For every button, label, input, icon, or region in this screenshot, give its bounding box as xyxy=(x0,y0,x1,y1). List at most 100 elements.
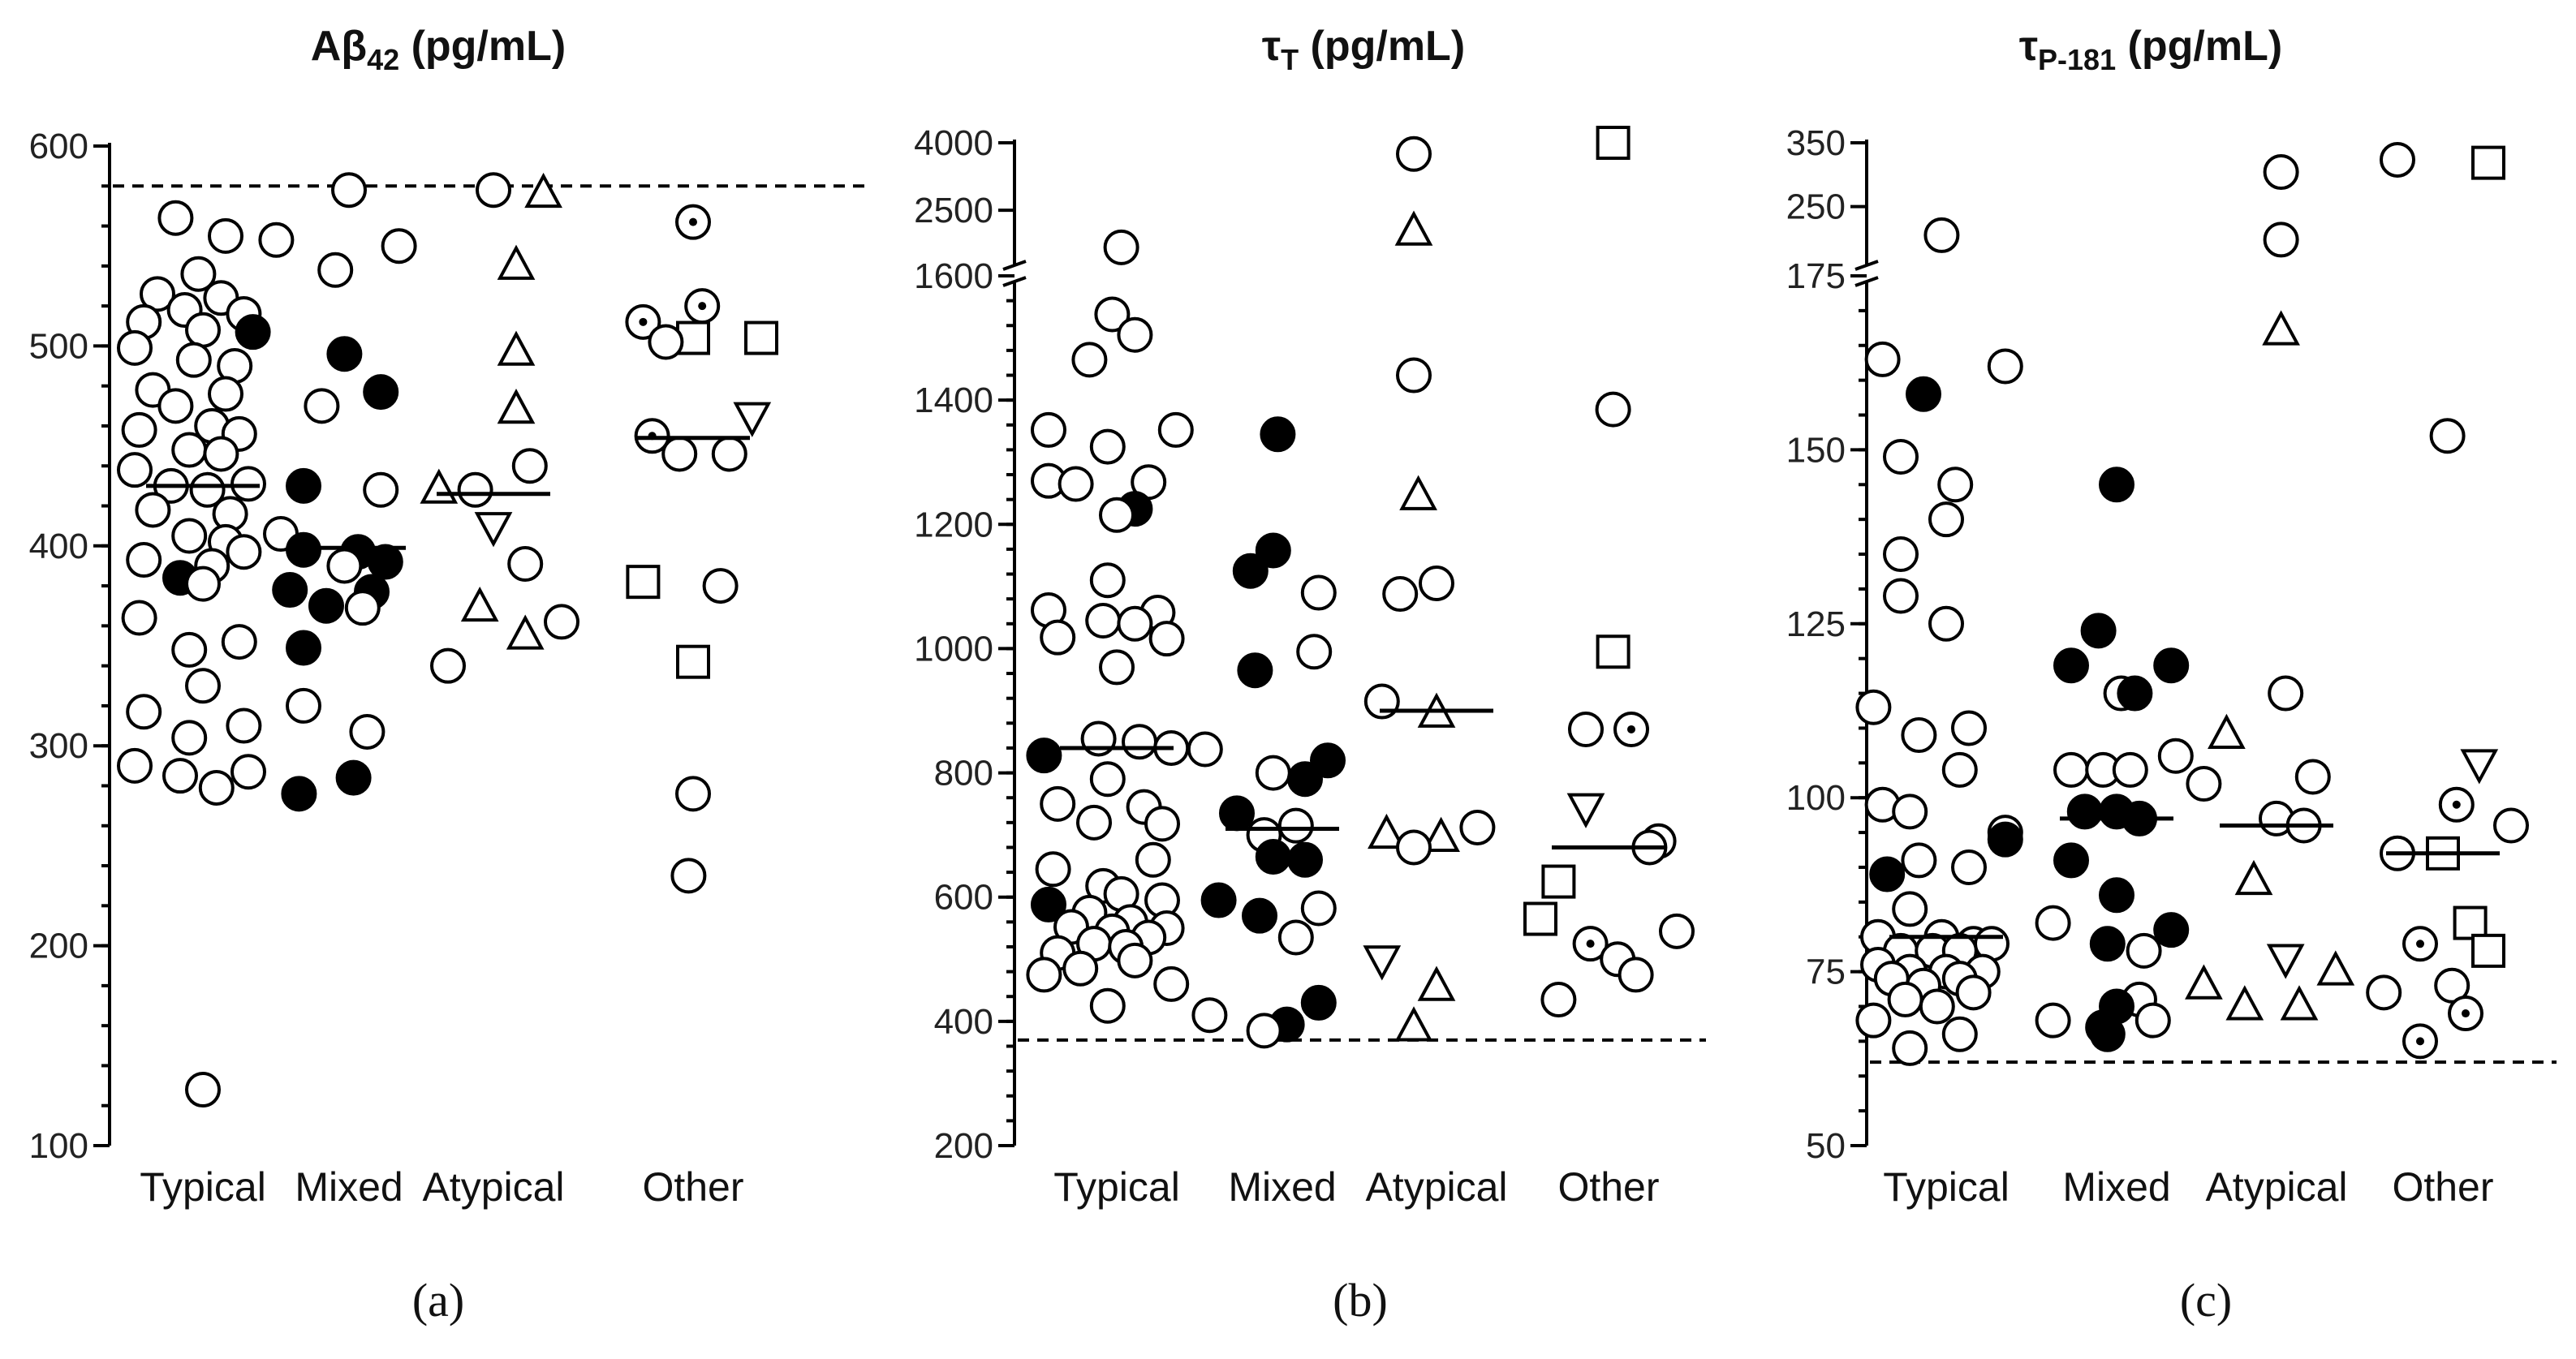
panel-b-title: τT (pg/mL) xyxy=(1262,23,1465,76)
category-label-typical: Typical xyxy=(140,1164,266,1210)
data-point-other xyxy=(670,858,707,894)
data-point-typical xyxy=(1071,342,1108,378)
data-point-typical xyxy=(1864,341,1901,377)
data-point-mixed xyxy=(2053,751,2089,788)
category-label-atypical: Atypical xyxy=(422,1164,564,1210)
data-point-typical xyxy=(203,436,239,472)
data-point-typical xyxy=(1892,1030,1928,1066)
panel-a-plot: 100 200 300 400 500 600 Typical Mixed Atypical Ot… xyxy=(29,127,867,1210)
data-point-atypical xyxy=(1363,683,1400,720)
y-tick-label: 200 xyxy=(29,927,88,966)
panel-c-title: τP-181 (pg/mL) xyxy=(2019,23,2282,76)
data-point-typical xyxy=(1941,751,1978,788)
data-point-typical xyxy=(226,534,262,570)
data-point-mixed xyxy=(281,776,317,812)
data-point-atypical xyxy=(2186,766,2222,802)
data-point-atypical xyxy=(1394,1006,1433,1042)
data-point-mixed xyxy=(1255,755,1291,791)
data-point-mixed xyxy=(1255,532,1291,569)
data-point-other-center xyxy=(2462,1009,2470,1018)
data-point-typical xyxy=(157,200,194,236)
data-point-other xyxy=(702,568,739,604)
data-point-other xyxy=(2380,141,2415,178)
data-point-other xyxy=(1523,901,1557,936)
data-point-mixed xyxy=(317,252,354,288)
data-point-typical xyxy=(1089,562,1126,599)
data-point-typical xyxy=(221,624,257,660)
data-point-other-center xyxy=(2416,940,2424,948)
data-point-other xyxy=(1568,711,1604,747)
data-point-mixed xyxy=(349,713,386,750)
data-point-typical xyxy=(171,432,208,468)
data-point-typical xyxy=(1080,720,1117,757)
y-tick-label: 1600 xyxy=(914,256,993,296)
y-tick-label: 4000 xyxy=(914,123,993,163)
data-point-typical xyxy=(1148,621,1185,657)
data-point-atypical xyxy=(2280,985,2319,1021)
data-point-mixed xyxy=(1232,553,1269,589)
data-point-typical xyxy=(235,314,271,351)
category-label-typical: Typical xyxy=(1053,1164,1180,1210)
data-point-typical xyxy=(1951,710,1987,746)
data-point-typical xyxy=(185,566,221,602)
data-point-other xyxy=(2429,418,2466,454)
y-tick-label: 150 xyxy=(1786,430,1846,470)
data-point-typical xyxy=(185,668,221,704)
data-point-mixed xyxy=(363,374,399,411)
data-point-typical xyxy=(175,342,212,378)
data-point-other-center xyxy=(1586,940,1595,948)
data-point-typical xyxy=(171,720,208,756)
data-point-atypical xyxy=(2263,154,2299,191)
data-point-atypical xyxy=(1399,475,1437,510)
data-point-atypical xyxy=(2316,950,2355,986)
data-point-mixed xyxy=(2099,877,2134,914)
category-label-mixed: Mixed xyxy=(1228,1164,1336,1210)
data-point-mixed xyxy=(286,630,321,666)
data-point-other xyxy=(2434,967,2470,1004)
data-point-mixed xyxy=(2053,647,2089,684)
data-point-typical xyxy=(1062,950,1099,987)
data-point-other xyxy=(1595,391,1631,428)
category-label-atypical: Atypical xyxy=(1365,1164,1507,1210)
data-point-atypical xyxy=(497,389,536,424)
data-point-other xyxy=(2366,974,2402,1011)
data-point-mixed xyxy=(2080,613,2117,649)
data-point-typical xyxy=(230,754,266,790)
data-point-other xyxy=(2453,905,2488,940)
data-point-typical xyxy=(157,388,194,424)
data-point-typical xyxy=(1040,785,1076,822)
data-point-typical xyxy=(1103,229,1139,265)
data-point-other xyxy=(661,436,698,472)
data-point-typical xyxy=(1099,649,1135,686)
data-point-mixed xyxy=(2112,751,2148,788)
y-tick-label: 125 xyxy=(1786,604,1846,644)
data-point-typical xyxy=(126,542,162,578)
data-point-atypical xyxy=(2234,859,2273,896)
data-point-typical xyxy=(1919,988,1955,1025)
data-point-other xyxy=(1596,126,1630,160)
panel-a-title: Aβ42 (pg/mL) xyxy=(311,23,566,76)
data-point-other xyxy=(676,644,710,679)
y-tick-label: 300 xyxy=(29,726,88,766)
data-point-mixed xyxy=(1296,634,1333,670)
axis-break-mark xyxy=(1854,260,1879,271)
data-point-mixed xyxy=(1237,652,1273,689)
data-point-typical xyxy=(1923,217,1960,253)
data-point-mixed xyxy=(2099,467,2134,503)
data-point-typical xyxy=(185,312,221,348)
data-point-atypical xyxy=(511,448,548,484)
data-point-other xyxy=(733,402,772,437)
axis-break-mark xyxy=(1002,276,1027,287)
data-point-typical xyxy=(208,376,243,412)
data-point-atypical xyxy=(1459,809,1496,845)
y-tick-label: 400 xyxy=(29,527,88,566)
data-point-other xyxy=(2471,145,2505,180)
data-point-typical xyxy=(1031,411,1066,448)
data-point-mixed xyxy=(1246,1013,1282,1049)
y-tick-label: 500 xyxy=(29,326,88,366)
panel-c-label: (c) xyxy=(2180,1274,2232,1327)
y-tick-label: 600 xyxy=(934,878,993,918)
data-point-atypical xyxy=(2208,713,2246,750)
data-point-typical xyxy=(1887,981,1923,1017)
data-point-typical xyxy=(1085,602,1122,639)
